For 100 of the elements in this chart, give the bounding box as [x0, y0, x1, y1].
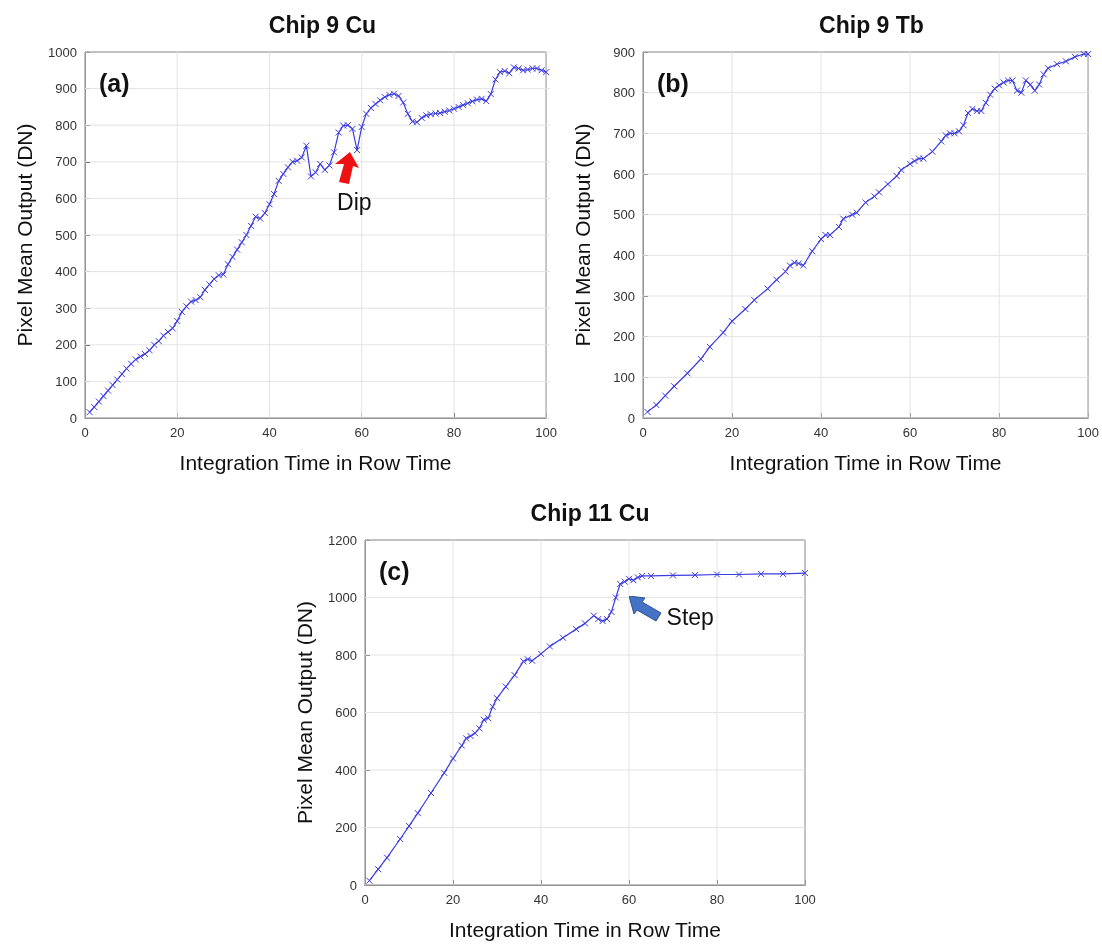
y-tick-label: 800: [55, 117, 77, 133]
x-tick-label: 100: [1077, 425, 1100, 440]
x-tick-label: 60: [354, 425, 369, 440]
y-tick-label: 300: [613, 288, 635, 304]
x-axis-title: Integration Time in Row Time: [449, 918, 721, 941]
point: [638, 572, 646, 580]
x-axis-title: Integration Time in Row Time: [179, 451, 452, 474]
x-tick-label: 80: [446, 425, 462, 440]
point: [625, 575, 633, 583]
y-tick-label: 1000: [48, 44, 77, 60]
y-tick-label: 800: [613, 85, 635, 101]
annotation: Dip: [337, 188, 372, 215]
point: [462, 734, 470, 742]
y-tick-label: 800: [335, 647, 357, 663]
y-tick-label: 500: [55, 227, 77, 243]
point: [502, 683, 510, 691]
annotation: Step: [666, 604, 714, 631]
point: [365, 877, 373, 885]
x-tick-label: 80: [709, 892, 725, 907]
point: [374, 865, 382, 873]
chart-title: Chip 11 Cu: [530, 499, 650, 526]
point: [616, 580, 624, 588]
point: [607, 608, 615, 616]
point: [480, 716, 488, 724]
x-tick-label: 80: [991, 425, 1007, 440]
y-tick-label: 700: [55, 154, 77, 170]
x-tick-label: 0: [639, 425, 647, 440]
point: [559, 634, 567, 642]
point: [621, 578, 629, 586]
y-tick-label: 300: [55, 300, 77, 316]
y-tick-label: 400: [613, 247, 635, 263]
point: [572, 625, 580, 633]
x-tick-label: 100: [794, 892, 816, 907]
y-tick-label: 0: [349, 877, 357, 893]
x-axis-title: Integration Time in Row Time: [729, 451, 1002, 474]
point: [396, 835, 404, 843]
point: [612, 594, 620, 601]
point: [590, 612, 598, 620]
x-tick-label: 60: [621, 892, 637, 907]
y-axis-title: Pixel Mean Output (DN): [571, 123, 594, 347]
x-tick-label: 20: [170, 425, 185, 440]
y-tick-label: 200: [613, 329, 635, 345]
point: [524, 655, 532, 663]
point: [629, 576, 637, 584]
point: [594, 615, 602, 623]
point: [467, 732, 475, 740]
x-tick-label: 20: [445, 892, 461, 907]
x-tick-label: 40: [533, 892, 549, 907]
point: [528, 657, 536, 665]
y-tick-label: 200: [335, 820, 357, 835]
point: [669, 571, 677, 579]
y-tick-label: 600: [55, 190, 77, 206]
y-tick-label: 100: [613, 369, 635, 385]
point: [489, 703, 497, 711]
y-tick-label: 500: [613, 207, 635, 223]
point: [383, 854, 391, 862]
point: [546, 642, 554, 650]
point: [634, 573, 642, 581]
x-tick-label: 0: [361, 892, 369, 907]
point: [449, 755, 457, 762]
y-tick-label: 900: [55, 81, 77, 97]
y-axis-title: Pixel Mean Output (DN): [13, 123, 36, 347]
x-tick-label: 20: [724, 425, 740, 440]
point: [484, 714, 492, 722]
point: [471, 729, 479, 737]
annotation: (c): [379, 556, 410, 585]
y-tick-label: 400: [55, 264, 77, 280]
y-tick-label: 1200: [328, 532, 357, 548]
point: [414, 809, 422, 817]
point: [581, 619, 589, 627]
point: [537, 650, 545, 658]
y-axis-title: Pixel Mean Output (DN): [293, 601, 316, 824]
point: [440, 769, 448, 777]
y-tick-label: 0: [69, 410, 77, 426]
y-tick-label: 900: [613, 44, 635, 60]
y-tick-label: 700: [613, 125, 635, 141]
point: [519, 657, 527, 665]
point: [713, 571, 721, 578]
point: [458, 742, 466, 750]
point: [735, 571, 743, 578]
x-tick-label: 40: [813, 425, 829, 440]
chart-title: Chip 9 Cu: [268, 11, 377, 38]
y-tick-label: 1000: [328, 590, 357, 605]
y-tick-label: 400: [335, 762, 357, 778]
annotation: (a): [99, 68, 130, 97]
y-tick-label: 600: [335, 705, 357, 720]
point: [511, 671, 519, 679]
point: [493, 694, 501, 702]
point: [599, 617, 607, 625]
chart-title: Chip 9 Tb: [819, 11, 924, 38]
x-tick-label: 100: [535, 425, 558, 440]
x-tick-label: 60: [902, 425, 918, 440]
y-tick-label: 200: [55, 337, 77, 353]
x-tick-label: 0: [81, 425, 89, 440]
y-tick-label: 0: [627, 410, 635, 426]
y-tick-label: 600: [613, 166, 635, 182]
y-tick-label: 100: [55, 373, 77, 389]
point: [475, 724, 483, 732]
x-tick-label: 40: [262, 425, 277, 440]
point: [779, 570, 787, 578]
